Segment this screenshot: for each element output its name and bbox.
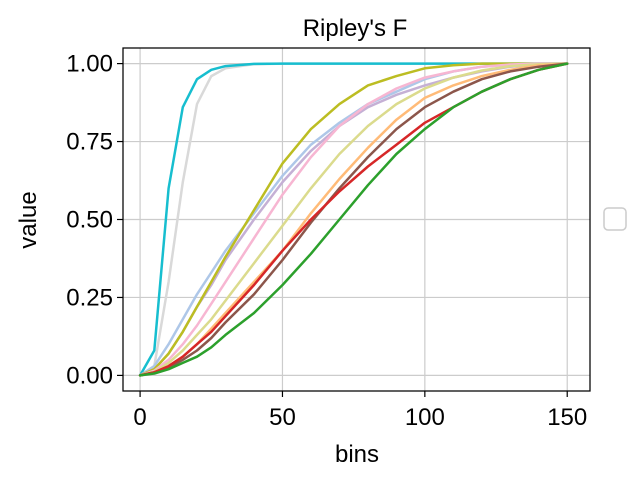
y-tick-label: 0.25 (66, 284, 113, 311)
series-line-11 (138, 62, 569, 377)
series-line-5 (138, 62, 569, 377)
x-tick-label: 100 (405, 404, 445, 431)
y-tick-label: 0.00 (66, 362, 113, 389)
x-tick-label: 50 (269, 404, 296, 431)
legend-box (603, 207, 627, 231)
y-tick-label: 0.50 (66, 207, 113, 234)
ticks: 0 50 100 150 0.00 0.25 0.50 0.75 1.00 (66, 51, 587, 431)
series-line-6 (138, 62, 569, 377)
y-axis-label: value (15, 191, 42, 248)
series-line-9 (138, 62, 569, 377)
chart-title: Ripley's F (303, 15, 408, 42)
y-tick-label: 0.75 (66, 129, 113, 156)
series-line-7 (138, 62, 569, 377)
x-axis-label: bins (335, 441, 379, 468)
y-tick-label: 1.00 (66, 51, 113, 78)
x-tick-label: 0 (133, 404, 146, 431)
series-group (138, 62, 569, 377)
x-tick-label: 150 (547, 404, 587, 431)
